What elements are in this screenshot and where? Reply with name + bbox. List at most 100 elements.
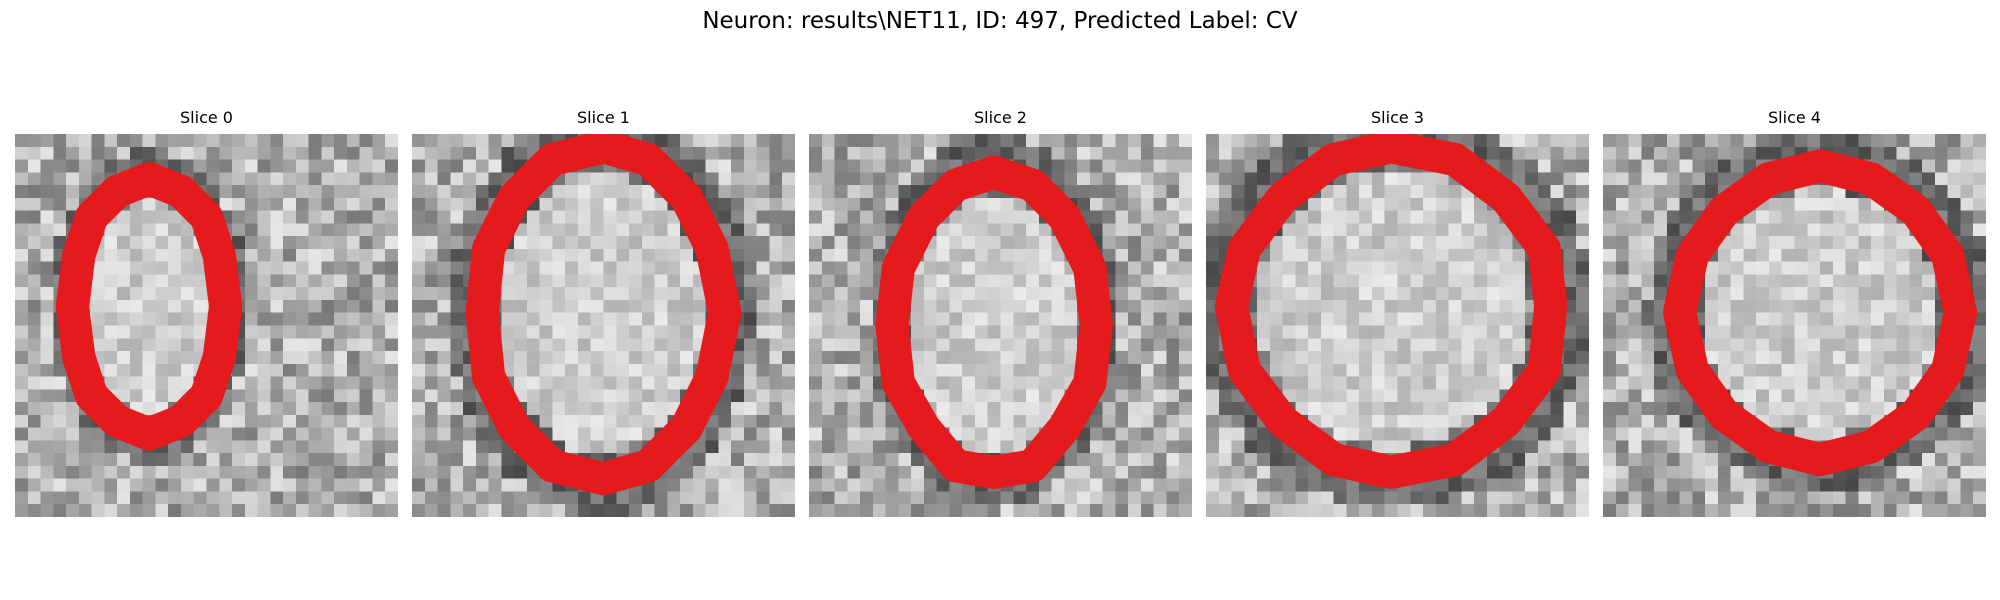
image-pixel	[193, 134, 207, 148]
image-pixel	[1102, 453, 1116, 467]
image-pixel	[412, 312, 426, 326]
image-pixel	[565, 351, 579, 365]
image-pixel	[1973, 197, 1986, 211]
image-pixel	[1000, 197, 1014, 211]
image-pixel	[1512, 134, 1526, 148]
image-pixel	[1615, 210, 1629, 224]
image-pixel	[257, 363, 271, 377]
image-pixel	[1794, 248, 1808, 262]
image-pixel	[308, 146, 322, 160]
image-pixel	[412, 223, 426, 237]
image-pixel	[1563, 134, 1577, 148]
image-pixel	[718, 440, 732, 454]
slice-title: Slice 3	[1371, 108, 1424, 127]
image-pixel	[1960, 210, 1974, 224]
image-pixel	[1448, 274, 1462, 288]
image-pixel	[488, 440, 502, 454]
image-pixel	[860, 185, 874, 199]
image-pixel	[743, 274, 757, 288]
image-pixel	[1206, 465, 1220, 479]
image-pixel	[1615, 504, 1629, 517]
image-pixel	[206, 134, 220, 148]
image-pixel	[1051, 146, 1065, 160]
image-pixel	[437, 287, 451, 301]
image-pixel	[1140, 453, 1154, 467]
image-pixel	[756, 223, 770, 237]
image-pixel	[1641, 210, 1655, 224]
image-pixel	[1845, 287, 1859, 301]
image-pixel	[15, 363, 29, 377]
image-pixel	[1269, 465, 1283, 479]
image-pixel	[809, 363, 823, 377]
image-pixel	[321, 376, 335, 390]
image-pixel	[898, 453, 912, 467]
image-pixel	[1320, 338, 1334, 352]
image-pixel	[346, 325, 360, 339]
image-pixel	[821, 325, 835, 339]
image-pixel	[641, 210, 655, 224]
image-pixel	[1563, 389, 1577, 403]
image-pixel	[53, 465, 67, 479]
image-pixel	[718, 402, 732, 416]
image-pixel	[1576, 491, 1589, 505]
image-pixel	[1858, 134, 1872, 148]
image-pixel	[987, 299, 1001, 313]
image-pixel	[1525, 491, 1539, 505]
image-pixel	[1179, 134, 1192, 148]
image-pixel	[514, 274, 528, 288]
image-pixel	[142, 453, 156, 467]
image-pixel	[1717, 287, 1731, 301]
image-pixel	[1102, 414, 1116, 428]
image-pixel	[629, 376, 643, 390]
image-pixel	[359, 453, 373, 467]
image-pixel	[1308, 504, 1322, 517]
image-pixel	[1871, 223, 1885, 237]
image-pixel	[1102, 504, 1116, 517]
image-pixel	[1410, 248, 1424, 262]
image-pixel	[412, 172, 426, 186]
image-pixel	[1371, 299, 1385, 313]
image-pixel	[1768, 325, 1782, 339]
image-pixel	[692, 504, 706, 517]
image-pixel	[898, 146, 912, 160]
image-pixel	[308, 427, 322, 441]
image-pixel	[629, 261, 643, 275]
image-pixel	[359, 287, 373, 301]
image-pixel	[987, 351, 1001, 365]
image-pixel	[1410, 299, 1424, 313]
image-pixel	[1628, 504, 1642, 517]
image-pixel	[1563, 312, 1577, 326]
image-pixel	[1486, 312, 1500, 326]
image-pixel	[1730, 376, 1744, 390]
image-pixel	[1960, 389, 1974, 403]
image-pixel	[1756, 248, 1770, 262]
image-pixel	[359, 427, 373, 441]
image-pixel	[206, 159, 220, 173]
image-pixel	[1486, 325, 1500, 339]
image-pixel	[1128, 159, 1142, 173]
image-pixel	[168, 287, 182, 301]
image-pixel	[1257, 312, 1271, 326]
image-pixel	[1064, 146, 1078, 160]
image-pixel	[756, 172, 770, 186]
image-pixel	[847, 287, 861, 301]
image-pixel	[270, 491, 284, 505]
image-pixel	[1448, 491, 1462, 505]
image-pixel	[1423, 414, 1437, 428]
image-pixel	[180, 504, 194, 517]
image-pixel	[155, 325, 169, 339]
image-pixel	[1206, 478, 1220, 492]
image-pixel	[308, 197, 322, 211]
image-pixel	[526, 223, 540, 237]
image-pixel	[552, 414, 566, 428]
image-pixel	[1269, 325, 1283, 339]
image-pixel	[385, 261, 398, 275]
image-pixel	[1550, 465, 1564, 479]
image-pixel	[346, 172, 360, 186]
image-pixel	[1153, 440, 1167, 454]
image-pixel	[1166, 465, 1180, 479]
image-pixel	[1397, 414, 1411, 428]
image-pixel	[385, 223, 398, 237]
image-pixel	[718, 185, 732, 199]
image-pixel	[1153, 159, 1167, 173]
